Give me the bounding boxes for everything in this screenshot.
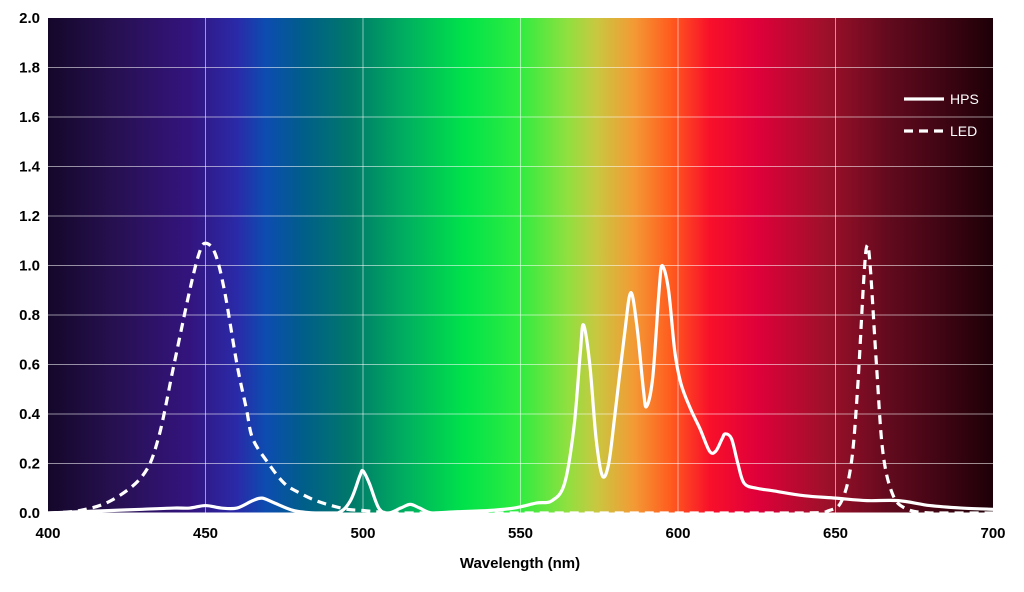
x-tick-label: 650 xyxy=(823,525,848,542)
gridlines xyxy=(48,18,993,514)
x-axis-ticks: 400 450 500 550 600 650 700 xyxy=(35,525,1005,542)
legend: HPS LED xyxy=(904,91,979,139)
y-tick-label: 0.6 xyxy=(19,357,40,374)
x-axis-title: Wavelength (nm) xyxy=(460,555,580,572)
y-tick-label: 0.8 xyxy=(19,307,40,324)
y-axis-ticks: 0.0 0.2 0.4 0.6 0.8 1.0 1.2 1.4 1.6 1.8 2.0 xyxy=(19,10,41,522)
x-tick-label: 700 xyxy=(980,525,1005,542)
x-tick-label: 550 xyxy=(508,525,533,542)
y-tick-label: 1.4 xyxy=(19,159,41,176)
y-tick-label: 1.2 xyxy=(19,208,40,225)
y-tick-label: 1.0 xyxy=(19,258,40,275)
x-tick-label: 400 xyxy=(35,525,60,542)
y-tick-label: 1.8 xyxy=(19,60,40,77)
x-tick-label: 450 xyxy=(193,525,218,542)
y-tick-label: 2.0 xyxy=(19,10,40,27)
y-tick-label: 0.4 xyxy=(19,406,41,423)
series-line-led xyxy=(47,241,993,515)
y-tick-label: 0.2 xyxy=(19,456,40,473)
x-tick-label: 500 xyxy=(350,525,375,542)
x-tick-label: 600 xyxy=(665,525,690,542)
y-tick-label: 1.6 xyxy=(19,109,40,126)
legend-label-led: LED xyxy=(950,123,977,139)
series-layer xyxy=(46,241,995,515)
series-line-hps xyxy=(46,263,995,515)
y-tick-label: 0.0 xyxy=(19,505,40,522)
legend-label-hps: HPS xyxy=(950,91,979,107)
